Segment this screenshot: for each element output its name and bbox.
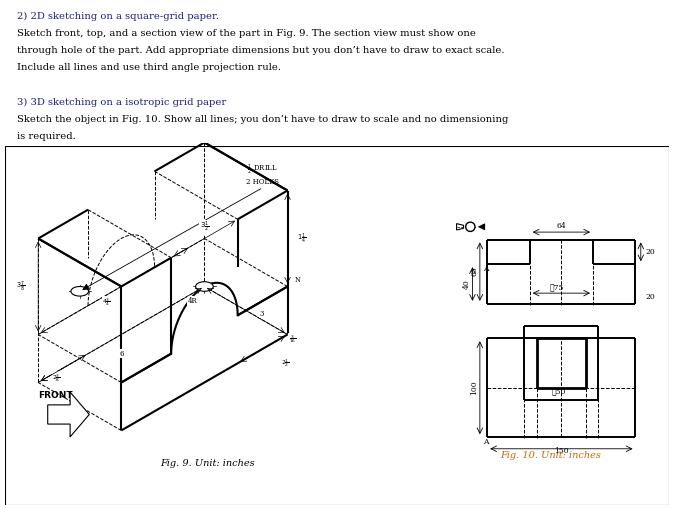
Text: N: N [294, 276, 300, 284]
Text: 64: 64 [557, 222, 566, 231]
Text: Sketch front, top, and a section view of the part in Fig. 9. The section view mu: Sketch front, top, and a section view of… [17, 29, 476, 38]
Text: through hole of the part. Add appropriate dimensions but you don’t have to draw : through hole of the part. Add appropriat… [17, 46, 504, 55]
Text: 4R: 4R [188, 297, 197, 305]
Ellipse shape [71, 287, 88, 296]
Circle shape [466, 222, 475, 232]
Text: $4\frac{3}{4}$: $4\frac{3}{4}$ [102, 297, 111, 308]
Text: 150: 150 [554, 447, 569, 455]
Text: ݑ50: ݑ50 [552, 388, 566, 396]
Text: Fig. 10. Unit: inches: Fig. 10. Unit: inches [500, 451, 601, 460]
Text: 3) 3D sketching on a isotropic grid paper: 3) 3D sketching on a isotropic grid pape… [17, 98, 226, 107]
Text: A: A [483, 438, 489, 446]
Text: 3: 3 [259, 309, 264, 318]
Text: $\frac{3}{16}$: $\frac{3}{16}$ [289, 333, 297, 345]
Text: A: A [483, 265, 489, 273]
Polygon shape [48, 392, 89, 437]
Text: Fig. 9. Unit: inches: Fig. 9. Unit: inches [160, 459, 255, 468]
Text: $3\frac{7}{8}$: $3\frac{7}{8}$ [16, 279, 25, 294]
Text: ݑ75: ݑ75 [550, 284, 564, 292]
Text: 65: 65 [470, 267, 478, 276]
Text: 2 HOLES: 2 HOLES [245, 178, 278, 186]
Text: FRONT: FRONT [38, 391, 73, 401]
Text: $2\frac{1}{2}$: $2\frac{1}{2}$ [280, 357, 289, 369]
Text: $2\frac{3}{8}$: $2\frac{3}{8}$ [53, 372, 61, 384]
Text: 6: 6 [119, 350, 123, 358]
Text: $3\frac{1}{2}$: $3\frac{1}{2}$ [200, 220, 209, 234]
Text: 40: 40 [463, 279, 471, 289]
Text: 100: 100 [470, 380, 478, 395]
Ellipse shape [195, 281, 213, 291]
Text: $1\frac{1}{4}$: $1\frac{1}{4}$ [297, 232, 307, 245]
Text: Include all lines and use third angle projection rule.: Include all lines and use third angle pr… [17, 64, 281, 72]
Text: 20: 20 [645, 248, 654, 256]
Text: $\frac{1}{2}$ DRILL: $\frac{1}{2}$ DRILL [247, 162, 278, 177]
Text: Sketch the object in Fig. 10. Show all lines; you don’t have to draw to scale an: Sketch the object in Fig. 10. Show all l… [17, 115, 508, 124]
Text: 20: 20 [645, 293, 654, 301]
Polygon shape [456, 223, 464, 230]
Text: is required.: is required. [17, 132, 75, 141]
Text: 2) 2D sketching on a square-grid paper.: 2) 2D sketching on a square-grid paper. [17, 12, 218, 21]
